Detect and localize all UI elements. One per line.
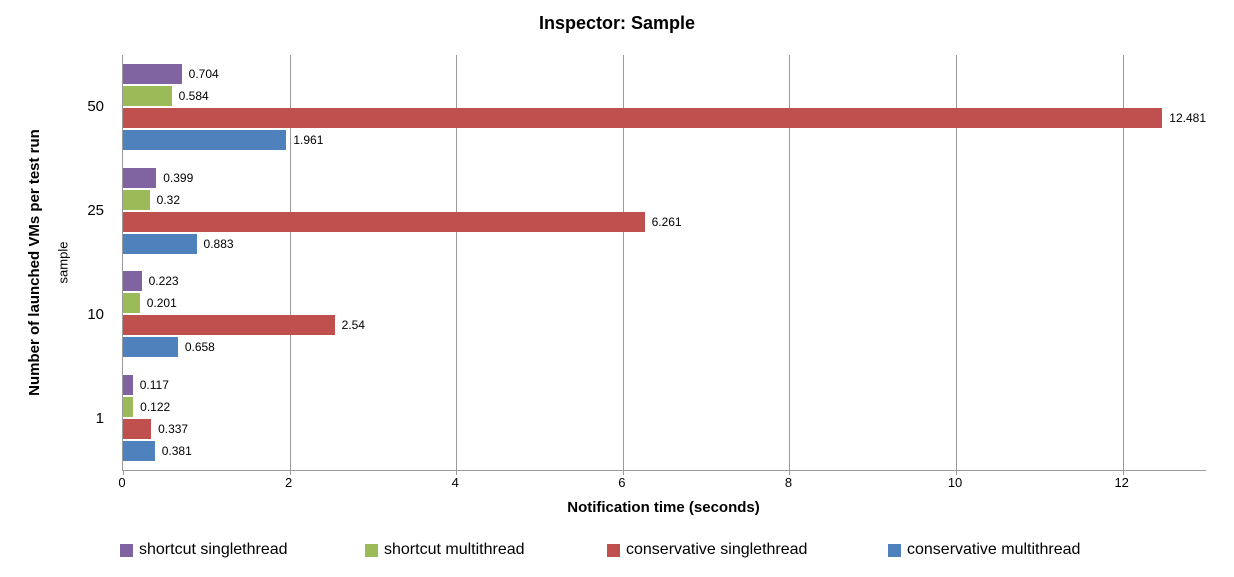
- category-label: 25: [87, 202, 104, 220]
- legend-item: conservative singlethread: [607, 541, 807, 559]
- axis-tick-mark: [789, 471, 791, 475]
- bar: [123, 85, 172, 106]
- bar-value-label: 0.704: [188, 66, 219, 81]
- x-tick-label: 12: [1114, 475, 1129, 490]
- bar: [123, 107, 1163, 128]
- legend-item: conservative multithread: [888, 541, 1080, 559]
- bar-row: 0.658: [123, 337, 1206, 358]
- axis-tick-mark: [956, 471, 958, 475]
- bar-row: 0.32: [123, 189, 1206, 210]
- gridline: [289, 55, 291, 470]
- legend-label: shortcut singlethread: [139, 541, 288, 558]
- x-axis-title: Notification time (seconds): [567, 499, 760, 516]
- bar-row: 0.117: [123, 375, 1206, 396]
- bar-value-label: 0.883: [203, 236, 234, 251]
- plot-area: 0.704 0.584 12.481 1.961 0.399 0.32 6.261 0.883…: [122, 55, 1206, 475]
- bar: [123, 441, 155, 462]
- x-axis-tick-labels: 0 2 4 6 8 10 12: [118, 475, 1205, 491]
- bar-value-label: 1.961: [293, 132, 324, 147]
- chart-title: Inspector: Sample: [538, 13, 696, 33]
- bar: [123, 233, 197, 254]
- bar: [123, 397, 134, 418]
- bar: [123, 419, 152, 440]
- bar-row: 6.261: [123, 211, 1206, 232]
- bar: [123, 63, 182, 84]
- axis-tick-mark: [289, 471, 291, 475]
- x-tick-label: 2: [284, 475, 293, 490]
- gridline: [789, 55, 791, 470]
- category-band: 0.704 0.584 12.481 1.961: [123, 55, 1206, 159]
- bar-row: 2.54: [123, 315, 1206, 336]
- bar-value-label: 12.481: [1169, 110, 1206, 125]
- bar-value-label: 0.399: [163, 170, 194, 185]
- bar-row: 0.584: [123, 85, 1206, 106]
- x-tick-label: 6: [618, 475, 626, 490]
- category-label: 1: [95, 409, 104, 427]
- bar-row: 0.883: [123, 233, 1206, 254]
- legend-label: conservative multithread: [907, 541, 1081, 558]
- bar: [123, 337, 178, 358]
- legend-swatch: [365, 543, 378, 557]
- bar-value-label: 0.122: [140, 400, 171, 415]
- bar-row: 0.337: [123, 419, 1206, 440]
- category-label: 50: [87, 98, 104, 116]
- gridline: [622, 55, 624, 470]
- bar: [123, 211, 645, 232]
- legend-label: conservative singlethread: [626, 541, 808, 558]
- bar-value-label: 0.117: [139, 378, 169, 393]
- category-axis-labels: 50 25 10 1: [0, 55, 104, 470]
- bar-row: 1.961: [123, 129, 1206, 150]
- axis-tick-mark: [123, 471, 124, 475]
- x-tick-label: 10: [947, 475, 963, 490]
- x-tick-label: 0: [118, 475, 126, 490]
- bar: [123, 129, 287, 150]
- bar: [123, 167, 157, 188]
- x-tick-label: 4: [451, 475, 459, 490]
- bar-row: 0.381: [123, 441, 1206, 462]
- bar-value-label: 0.584: [178, 88, 209, 103]
- x-tick-label: 8: [784, 475, 793, 490]
- axis-tick-mark: [1122, 471, 1124, 475]
- gridline: [456, 55, 458, 470]
- bar: [123, 375, 133, 396]
- gridline: [1122, 55, 1124, 470]
- bar-value-label: 6.261: [651, 214, 682, 229]
- bar-row: 0.704: [123, 63, 1206, 84]
- bar-value-label: 0.201: [146, 296, 177, 311]
- bar-row: 0.399: [123, 167, 1206, 188]
- legend-swatch: [607, 543, 620, 557]
- bar-row: 12.481: [123, 107, 1206, 128]
- bar-value-label: 0.658: [184, 340, 215, 355]
- category-band: 0.117 0.122 0.337 0.381: [123, 366, 1206, 470]
- bar: [123, 315, 335, 336]
- legend-label: shortcut multithread: [384, 541, 525, 558]
- category-band: 0.399 0.32 6.261 0.883: [123, 159, 1206, 263]
- legend-swatch: [120, 543, 133, 557]
- legend-swatch: [888, 543, 901, 557]
- axis-tick-mark: [622, 471, 624, 475]
- category-label: 10: [87, 305, 104, 323]
- bar-row: 0.201: [123, 293, 1206, 314]
- bar: [123, 189, 150, 210]
- bar: [123, 293, 140, 314]
- bar-value-label: 0.223: [148, 274, 179, 289]
- bar-value-label: 0.381: [161, 444, 192, 459]
- bar: [123, 271, 142, 292]
- axis-tick-mark: [456, 471, 458, 475]
- legend-item: shortcut multithread: [365, 541, 525, 559]
- bar-value-label: 2.54: [341, 318, 365, 333]
- category-band: 0.223 0.201 2.54 0.658: [123, 263, 1206, 367]
- bar-value-label: 0.337: [158, 422, 189, 437]
- legend: shortcut singlethread shortcut multithrea…: [0, 541, 1234, 563]
- bar-row: 0.122: [123, 397, 1206, 418]
- gridline: [956, 55, 958, 470]
- bar-row: 0.223: [123, 271, 1206, 292]
- legend-item: shortcut singlethread: [120, 541, 288, 559]
- bar-value-label: 0.32: [156, 192, 181, 207]
